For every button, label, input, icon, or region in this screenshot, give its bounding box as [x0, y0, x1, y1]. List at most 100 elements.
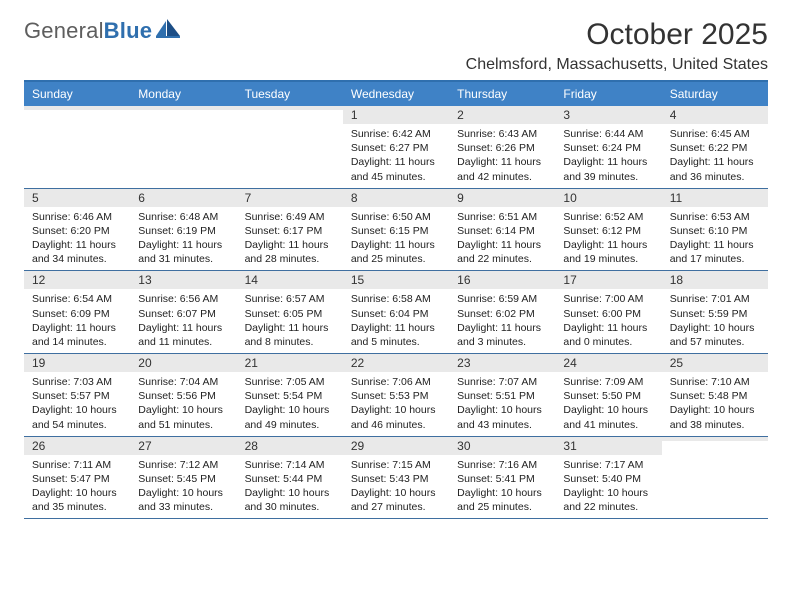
day-cell: 10Sunrise: 6:52 AMSunset: 6:12 PMDayligh… — [555, 189, 661, 271]
sunset-text: Sunset: 5:50 PM — [563, 389, 655, 403]
day-number-bar: 12 — [24, 271, 130, 289]
day-cell: 22Sunrise: 7:06 AMSunset: 5:53 PMDayligh… — [343, 354, 449, 436]
day-number-bar: 23 — [449, 354, 555, 372]
day-body: Sunrise: 6:56 AMSunset: 6:07 PMDaylight:… — [130, 289, 236, 353]
sunrise-text: Sunrise: 6:50 AM — [351, 210, 443, 224]
calendar-page: GeneralBlue October 2025 Chelmsford, Mas… — [0, 0, 792, 612]
sunset-text: Sunset: 5:41 PM — [457, 472, 549, 486]
daylight2-text: and 46 minutes. — [351, 418, 443, 432]
day-cell: 20Sunrise: 7:04 AMSunset: 5:56 PMDayligh… — [130, 354, 236, 436]
sunrise-text: Sunrise: 7:07 AM — [457, 375, 549, 389]
day-body: Sunrise: 7:05 AMSunset: 5:54 PMDaylight:… — [237, 372, 343, 436]
sunset-text: Sunset: 6:26 PM — [457, 141, 549, 155]
day-body — [130, 110, 236, 117]
weekday-header: Sunday — [24, 82, 130, 106]
daylight1-text: Daylight: 10 hours — [351, 403, 443, 417]
sunset-text: Sunset: 6:12 PM — [563, 224, 655, 238]
daylight2-text: and 45 minutes. — [351, 170, 443, 184]
day-cell: 6Sunrise: 6:48 AMSunset: 6:19 PMDaylight… — [130, 189, 236, 271]
daylight2-text: and 17 minutes. — [670, 252, 762, 266]
day-cell: 25 Sunrise: 7:10 AMSunset: 5:48 PMDayligh… — [662, 354, 768, 436]
daylight1-text: Daylight: 11 hours — [245, 321, 337, 335]
sunset-text: Sunset: 5:57 PM — [32, 389, 124, 403]
sunrise-text: Sunrise: 7:01 AM — [670, 292, 762, 306]
sunset-text: Sunset: 5:56 PM — [138, 389, 230, 403]
daylight2-text: and 25 minutes. — [351, 252, 443, 266]
day-number-bar: 7 — [237, 189, 343, 207]
day-body: Sunrise: 6:45 AMSunset: 6:22 PMDaylight:… — [662, 124, 768, 188]
sunrise-text: Sunrise: 6:51 AM — [457, 210, 549, 224]
day-body: Sunrise: 6:59 AMSunset: 6:02 PMDaylight:… — [449, 289, 555, 353]
sunrise-text: Sunrise: 7:05 AM — [245, 375, 337, 389]
sunset-text: Sunset: 5:54 PM — [245, 389, 337, 403]
day-number: 22 — [351, 356, 443, 370]
daylight1-text: Daylight: 10 hours — [32, 403, 124, 417]
day-body: Sunrise: 6:57 AMSunset: 6:05 PMDaylight:… — [237, 289, 343, 353]
day-number: 29 — [351, 439, 443, 453]
day-cell: 9Sunrise: 6:51 AMSunset: 6:14 PMDaylight… — [449, 189, 555, 271]
day-number: 25 — [670, 356, 762, 370]
day-number-bar: 24 — [555, 354, 661, 372]
day-number: 23 — [457, 356, 549, 370]
daylight2-text: and 42 minutes. — [457, 170, 549, 184]
day-number-bar: 31 — [555, 437, 661, 455]
daylight2-text: and 41 minutes. — [563, 418, 655, 432]
weekday-header: Saturday — [662, 82, 768, 106]
daylight1-text: Daylight: 11 hours — [457, 155, 549, 169]
sunset-text: Sunset: 6:02 PM — [457, 307, 549, 321]
day-cell: 15Sunrise: 6:58 AMSunset: 6:04 PMDayligh… — [343, 271, 449, 353]
day-body — [237, 110, 343, 117]
day-cell: 19 Sunrise: 7:03 AMSunset: 5:57 PMDayligh… — [24, 354, 130, 436]
day-number: 19 — [32, 356, 124, 370]
daylight1-text: Daylight: 11 hours — [457, 321, 549, 335]
day-number-bar: 3 — [555, 106, 661, 124]
daylight1-text: Daylight: 11 hours — [563, 321, 655, 335]
calendar-grid: Sunday Monday Tuesday Wednesday Thursday… — [24, 80, 768, 519]
day-number: 13 — [138, 273, 230, 287]
daylight2-text: and 43 minutes. — [457, 418, 549, 432]
sunset-text: Sunset: 6:27 PM — [351, 141, 443, 155]
weekday-header: Thursday — [449, 82, 555, 106]
daylight2-text: and 8 minutes. — [245, 335, 337, 349]
day-cell: 28Sunrise: 7:14 AMSunset: 5:44 PMDayligh… — [237, 437, 343, 519]
day-body: Sunrise: 7:16 AMSunset: 5:41 PMDaylight:… — [449, 455, 555, 519]
sunrise-text: Sunrise: 7:14 AM — [245, 458, 337, 472]
day-cell — [237, 106, 343, 188]
day-number: 30 — [457, 439, 549, 453]
daylight2-text: and 30 minutes. — [245, 500, 337, 514]
daylight1-text: Daylight: 10 hours — [138, 403, 230, 417]
day-cell — [24, 106, 130, 188]
day-number-bar: 11 — [662, 189, 768, 207]
sunset-text: Sunset: 6:19 PM — [138, 224, 230, 238]
day-body: Sunrise: 7:10 AMSunset: 5:48 PMDaylight:… — [662, 372, 768, 436]
day-cell: 31Sunrise: 7:17 AMSunset: 5:40 PMDayligh… — [555, 437, 661, 519]
daylight2-text: and 5 minutes. — [351, 335, 443, 349]
day-body: Sunrise: 7:03 AMSunset: 5:57 PMDaylight:… — [24, 372, 130, 436]
day-cell: 24Sunrise: 7:09 AMSunset: 5:50 PMDayligh… — [555, 354, 661, 436]
day-cell: 7Sunrise: 6:49 AMSunset: 6:17 PMDaylight… — [237, 189, 343, 271]
sunset-text: Sunset: 5:47 PM — [32, 472, 124, 486]
daylight1-text: Daylight: 11 hours — [563, 238, 655, 252]
day-number: 12 — [32, 273, 124, 287]
sunrise-text: Sunrise: 6:59 AM — [457, 292, 549, 306]
week-row: 5Sunrise: 6:46 AMSunset: 6:20 PMDaylight… — [24, 189, 768, 272]
daylight2-text: and 39 minutes. — [563, 170, 655, 184]
day-number: 9 — [457, 191, 549, 205]
week-row: 26Sunrise: 7:11 AMSunset: 5:47 PMDayligh… — [24, 437, 768, 520]
sunset-text: Sunset: 5:44 PM — [245, 472, 337, 486]
sunrise-text: Sunrise: 6:57 AM — [245, 292, 337, 306]
day-number-bar: 21 — [237, 354, 343, 372]
day-number: 26 — [32, 439, 124, 453]
weekday-header: Wednesday — [343, 82, 449, 106]
day-number: 14 — [245, 273, 337, 287]
sunrise-text: Sunrise: 6:49 AM — [245, 210, 337, 224]
day-body: Sunrise: 6:54 AMSunset: 6:09 PMDaylight:… — [24, 289, 130, 353]
day-number: 11 — [670, 191, 762, 205]
day-cell: 21Sunrise: 7:05 AMSunset: 5:54 PMDayligh… — [237, 354, 343, 436]
sunrise-text: Sunrise: 6:54 AM — [32, 292, 124, 306]
day-cell: 14 Sunrise: 6:57 AMSunset: 6:05 PMDayligh… — [237, 271, 343, 353]
weekday-header-row: Sunday Monday Tuesday Wednesday Thursday… — [24, 82, 768, 106]
week-row: 19 Sunrise: 7:03 AMSunset: 5:57 PMDayligh… — [24, 354, 768, 437]
day-number-bar: 13 — [130, 271, 236, 289]
daylight1-text: Daylight: 10 hours — [670, 321, 762, 335]
